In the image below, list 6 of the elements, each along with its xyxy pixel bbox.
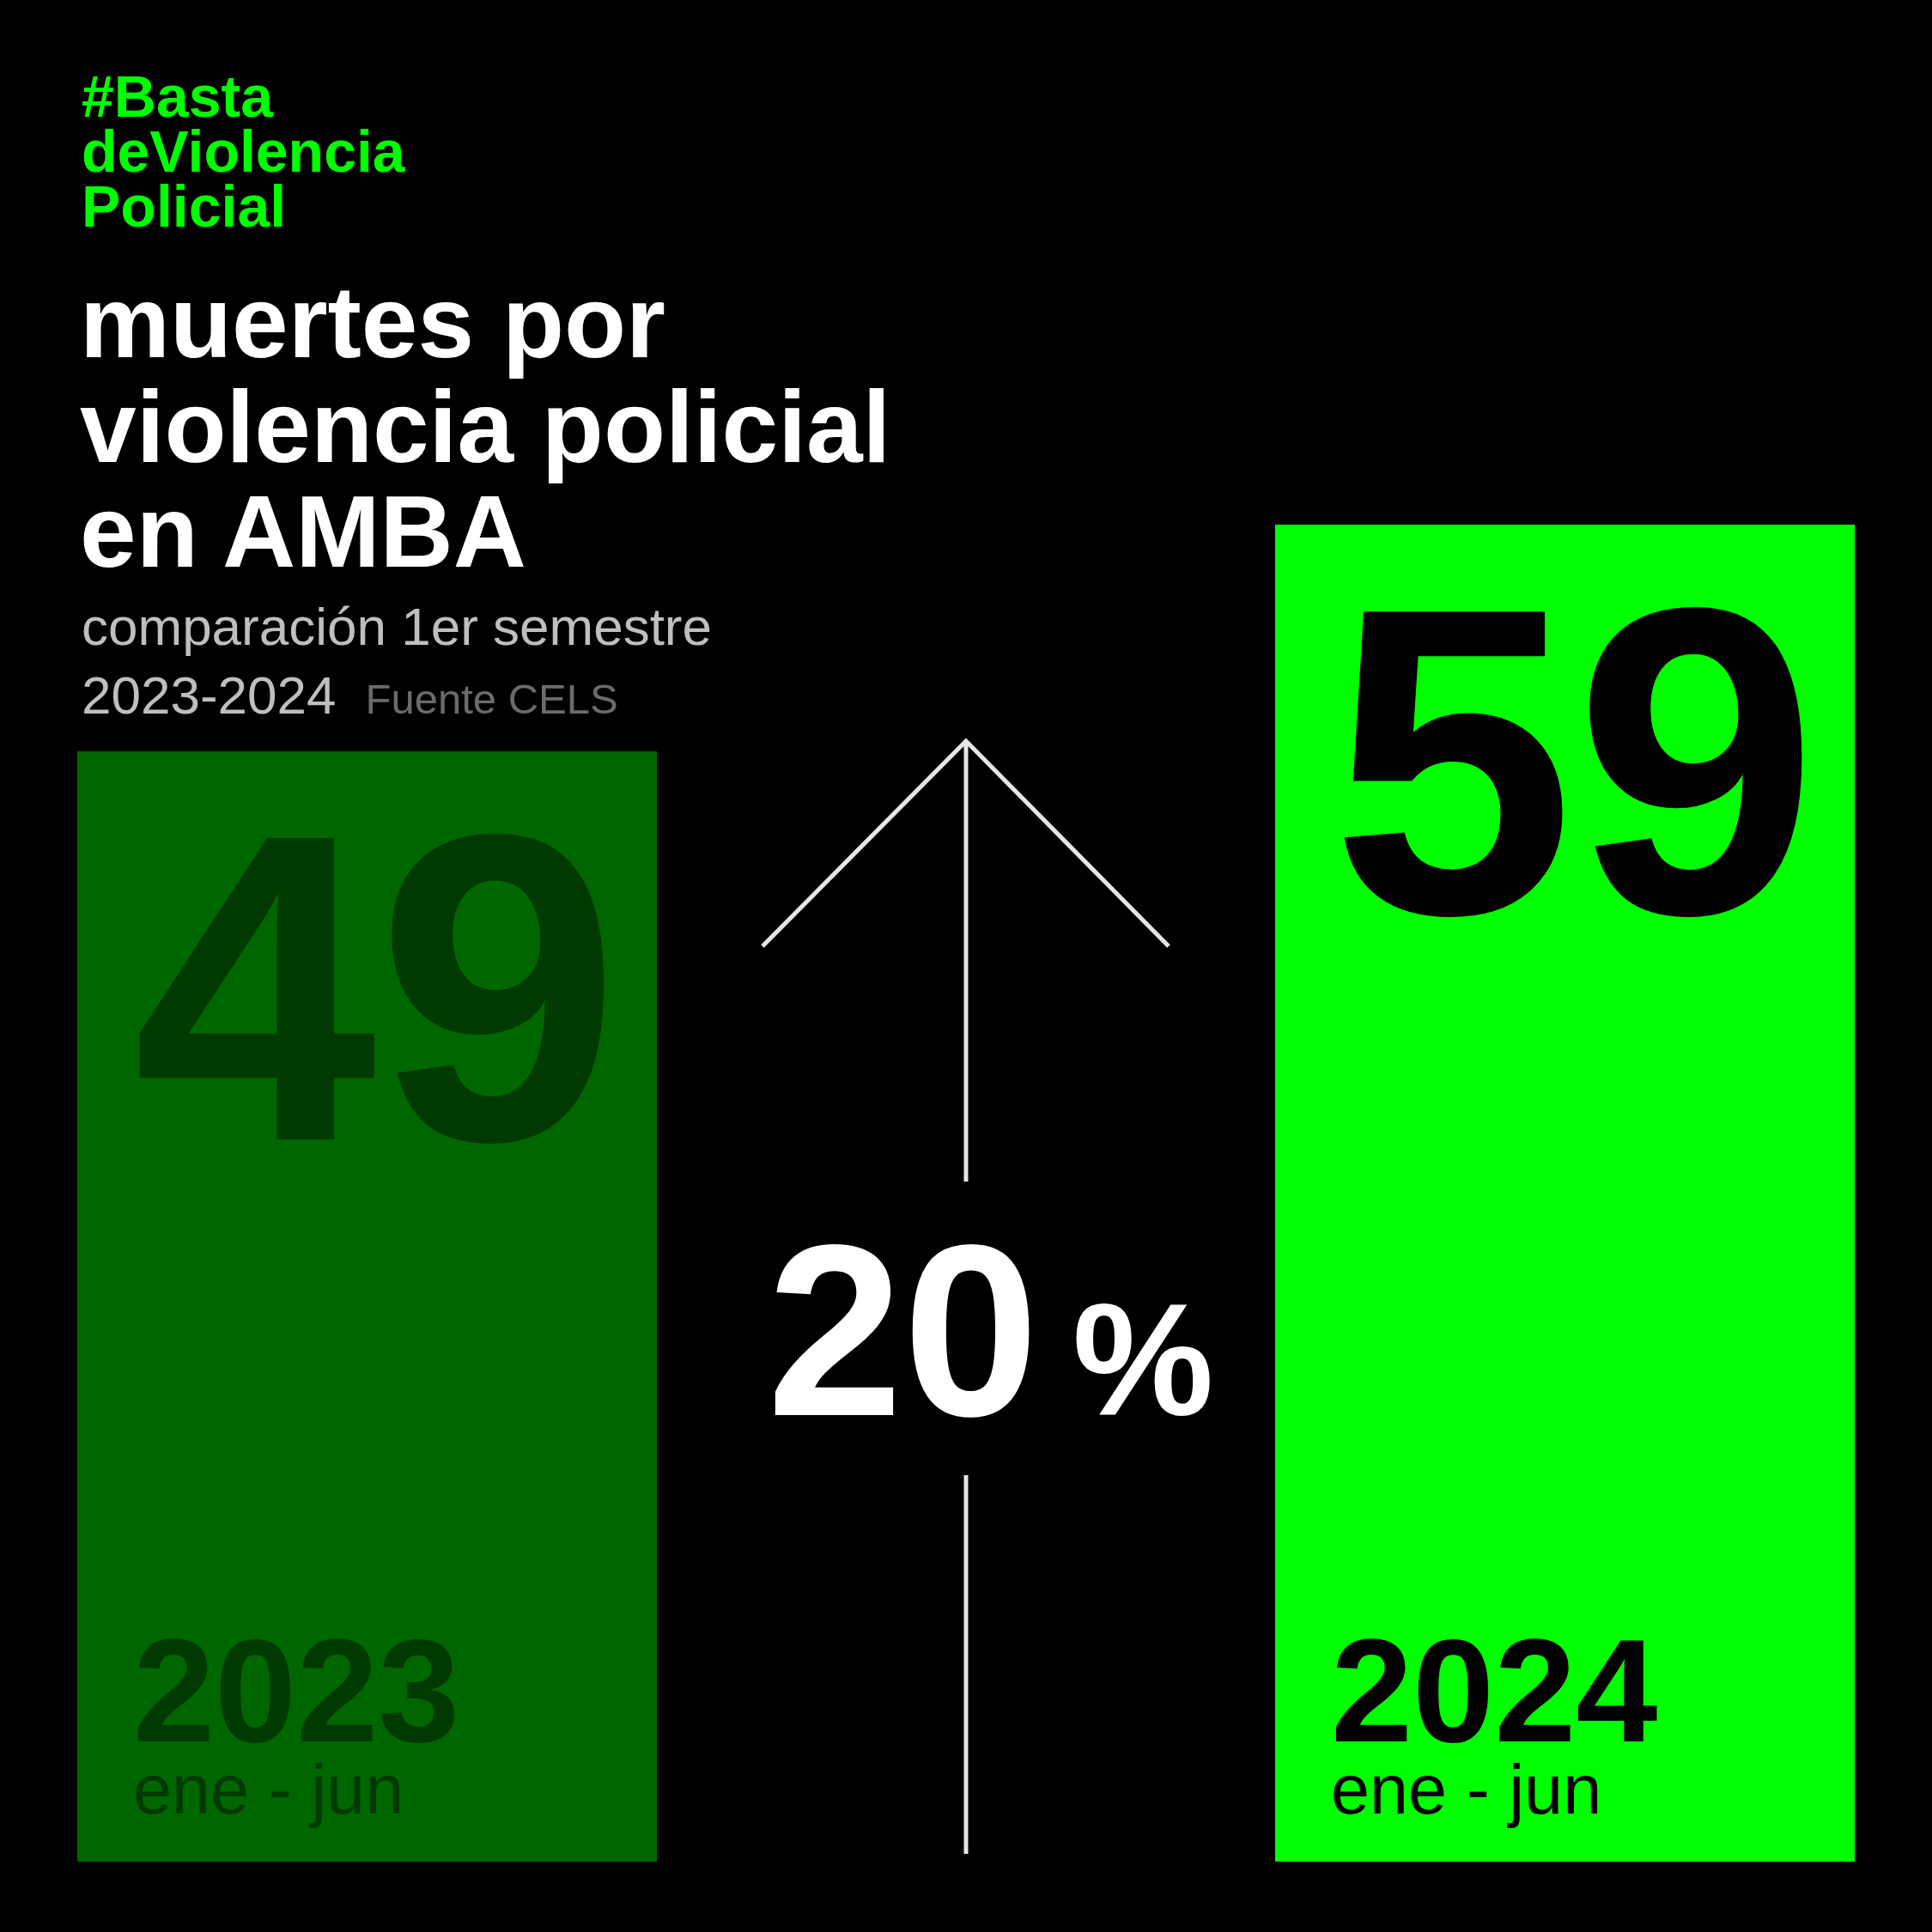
- text: #Basta deViolencia Policial: [82, 64, 405, 239]
- chart-title: muertes por violencia policial en AMBA: [80, 265, 892, 588]
- annotation: 20%: [767, 1194, 1214, 1467]
- annotation: Fuente CELS: [365, 676, 618, 722]
- data-label: 59: [1331, 516, 1819, 1005]
- x-tick-label: 2024 ene - jun: [1331, 1607, 1658, 1828]
